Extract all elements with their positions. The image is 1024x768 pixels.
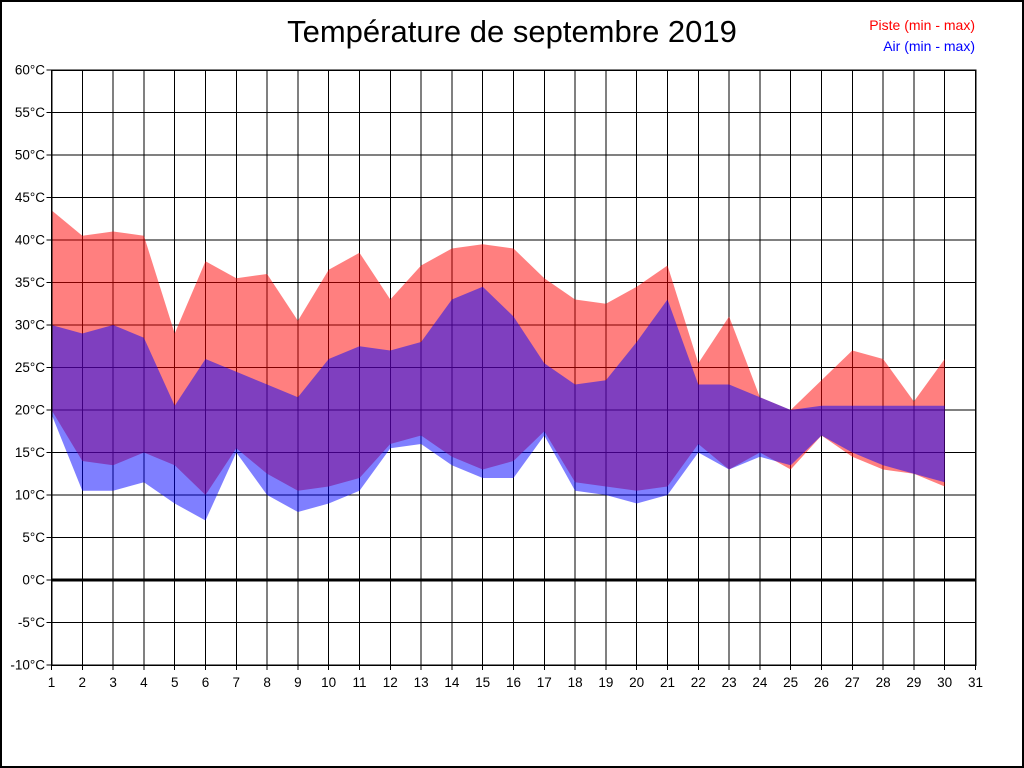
svg-text:13: 13	[414, 675, 429, 690]
svg-text:11: 11	[352, 675, 366, 690]
svg-text:4: 4	[140, 675, 148, 690]
legend-item-air: Air (min - max)	[883, 38, 975, 54]
svg-text:5: 5	[171, 675, 179, 690]
svg-text:14: 14	[444, 675, 460, 690]
svg-text:25°C: 25°C	[15, 360, 45, 375]
tick-marks	[46, 69, 976, 670]
svg-text:31: 31	[968, 675, 983, 690]
svg-text:5°C: 5°C	[22, 530, 45, 545]
svg-text:28: 28	[876, 675, 891, 690]
svg-text:60°C: 60°C	[15, 63, 45, 78]
svg-text:21: 21	[660, 675, 675, 690]
svg-text:3: 3	[109, 675, 117, 690]
svg-text:24: 24	[752, 675, 768, 690]
svg-text:10: 10	[321, 675, 336, 690]
svg-text:45°C: 45°C	[15, 190, 45, 205]
svg-text:35°C: 35°C	[15, 275, 45, 290]
svg-text:30: 30	[937, 675, 952, 690]
svg-text:18: 18	[568, 675, 583, 690]
legend-item-piste: Piste (min - max)	[869, 17, 975, 33]
x-axis-labels: 1 2 3 4 5 6 7 8 9 10 11 12 13 14 15 16 17 18 19 20 21 22 23 24 2…	[48, 675, 983, 690]
svg-text:20°C: 20°C	[15, 403, 45, 418]
svg-text:40°C: 40°C	[15, 233, 45, 248]
svg-text:2: 2	[79, 675, 87, 690]
svg-text:22: 22	[691, 675, 706, 690]
svg-text:15°C: 15°C	[15, 445, 45, 460]
chart-title: Température de septembre 2019	[287, 14, 737, 49]
svg-text:9: 9	[294, 675, 302, 690]
svg-text:16: 16	[506, 675, 521, 690]
svg-text:6: 6	[202, 675, 210, 690]
svg-text:26: 26	[814, 675, 829, 690]
svg-text:50°C: 50°C	[15, 148, 45, 163]
y-axis-labels: 60°C 55°C 50°C 45°C 40°C 35°C 30°C 25°C 20°C 15°C…	[10, 63, 45, 673]
svg-text:0°C: 0°C	[22, 573, 45, 588]
svg-text:15: 15	[475, 675, 490, 690]
legend: Piste (min - max) Air (min - max)	[869, 15, 975, 57]
svg-text:55°C: 55°C	[15, 105, 45, 120]
svg-text:29: 29	[906, 675, 921, 690]
svg-text:-5°C: -5°C	[18, 615, 45, 630]
svg-text:19: 19	[598, 675, 613, 690]
svg-text:1: 1	[48, 675, 56, 690]
svg-text:20: 20	[629, 675, 644, 690]
svg-text:30°C: 30°C	[15, 318, 45, 333]
svg-text:-10°C: -10°C	[10, 658, 45, 673]
svg-text:8: 8	[263, 675, 271, 690]
temperature-bands	[51, 210, 945, 521]
svg-text:10°C: 10°C	[15, 488, 45, 503]
svg-text:7: 7	[233, 675, 241, 690]
svg-text:25: 25	[783, 675, 798, 690]
air-band	[51, 286, 945, 521]
svg-text:27: 27	[845, 675, 860, 690]
svg-text:17: 17	[537, 675, 552, 690]
svg-text:12: 12	[383, 675, 398, 690]
svg-text:23: 23	[722, 675, 737, 690]
